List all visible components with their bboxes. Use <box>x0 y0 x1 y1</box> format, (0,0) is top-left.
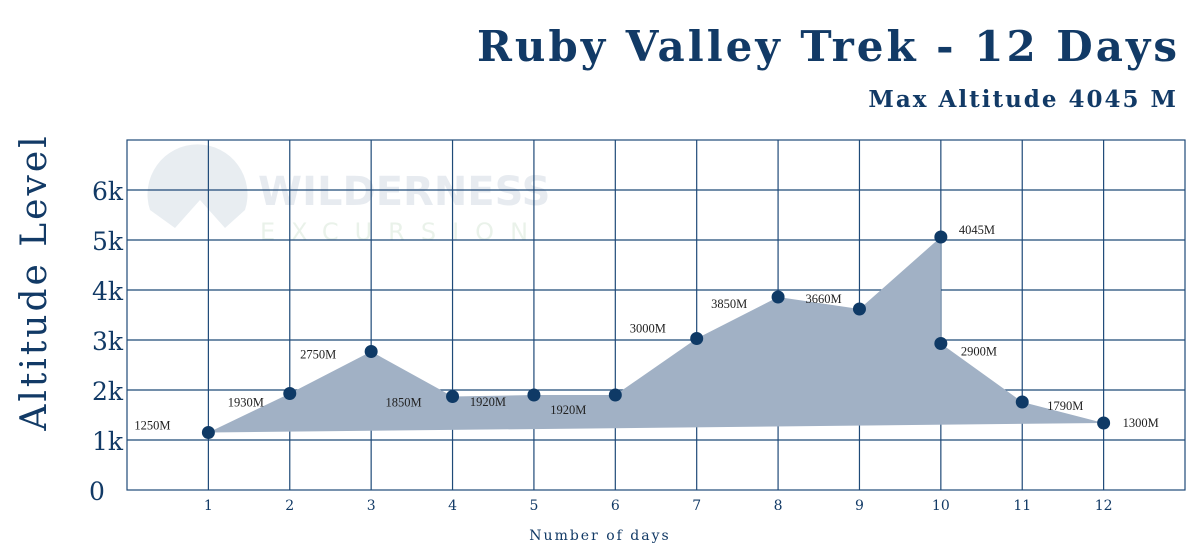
x-tick-label: 9 <box>855 498 864 514</box>
watermark-logo: WILDERNESS EXCURSION <box>147 144 550 246</box>
data-point <box>283 387 297 400</box>
x-tick-label: 8 <box>774 498 783 514</box>
data-point <box>1097 416 1111 430</box>
marker-layer: 1250M 1930M 2750M 1850M 1920M 1920M 3000M 3850M… <box>134 223 1159 439</box>
chart-title: Ruby Valley Trek - 12 Days <box>476 22 1180 71</box>
watermark-line1: WILDERNESS <box>258 169 550 215</box>
y-axis-label: Altitude Level <box>14 133 55 431</box>
data-label: 1920M <box>550 403 586 417</box>
data-label: 1850M <box>386 396 422 410</box>
altitude-area <box>208 237 1104 433</box>
data-point <box>364 345 378 358</box>
area-layer <box>208 237 1104 433</box>
y-tick-label: 5k <box>92 227 124 256</box>
data-label: 2900M <box>961 345 997 359</box>
data-point <box>1015 395 1029 409</box>
x-tick-label: 7 <box>692 498 701 514</box>
x-tick-label: 10 <box>932 498 950 514</box>
data-label: 1920M <box>470 395 506 409</box>
y-tick-label: 6k <box>92 177 124 206</box>
data-label: 1930M <box>228 396 264 410</box>
y-tick-label: 4k <box>92 277 124 306</box>
data-label: 3850M <box>711 297 747 311</box>
x-tick-label: 3 <box>367 498 376 514</box>
data-point <box>934 230 948 244</box>
x-tick-label: 11 <box>1013 498 1031 514</box>
data-label: 4045M <box>959 223 995 237</box>
data-label: 3000M <box>630 322 666 336</box>
data-point <box>771 290 785 304</box>
data-label: 3660M <box>805 292 841 306</box>
y-tick-label: 1k <box>92 427 124 456</box>
x-tick-label: 5 <box>529 498 538 514</box>
data-label: 2750M <box>300 348 336 362</box>
data-point <box>934 337 948 350</box>
x-tick-label: 6 <box>611 498 620 514</box>
y-tick-label: 0 <box>89 477 105 506</box>
data-point <box>527 388 541 402</box>
data-point <box>608 388 622 402</box>
data-point <box>446 390 460 403</box>
data-point <box>201 426 215 439</box>
chart-subtitle: Max Altitude 4045 M <box>868 86 1178 113</box>
x-tick-label: 2 <box>285 498 294 514</box>
data-label: 1790M <box>1047 399 1083 413</box>
x-tick-label: 12 <box>1095 498 1113 514</box>
y-tick-label: 2k <box>92 377 124 406</box>
data-point <box>690 332 704 345</box>
data-label: 1300M <box>1123 416 1159 430</box>
x-axis-label: Number of days <box>529 528 670 544</box>
data-point <box>852 302 866 316</box>
watermark-line2: EXCURSION <box>260 218 544 246</box>
plot-border <box>126 139 1186 491</box>
y-tick-label: 3k <box>92 327 124 356</box>
x-tick-label: 1 <box>204 498 213 514</box>
data-label: 1250M <box>134 419 170 433</box>
x-tick-label: 4 <box>448 498 457 514</box>
